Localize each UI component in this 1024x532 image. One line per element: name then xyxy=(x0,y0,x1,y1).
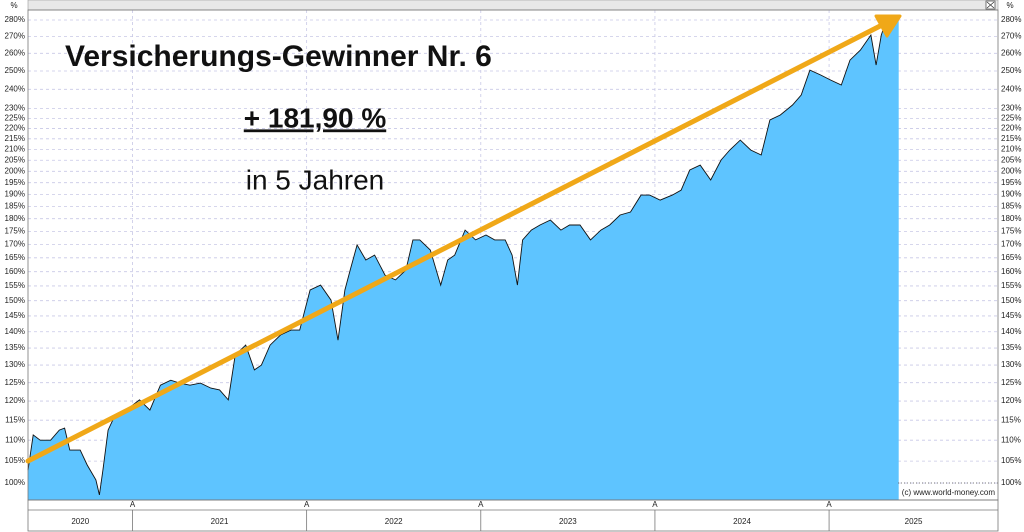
y-tick-label: 230% xyxy=(5,104,25,113)
area xyxy=(28,15,899,500)
y-tick-label: 100% xyxy=(5,478,25,487)
y-tick-label: 130% xyxy=(5,360,25,369)
x-tick-marker: A xyxy=(130,500,136,509)
y-tick-label-right: 270% xyxy=(1001,31,1021,40)
x-period-label: 2021 xyxy=(211,517,229,526)
y-unit-right: % xyxy=(1006,1,1013,10)
y-tick-label-right: 200% xyxy=(1001,166,1021,175)
x-period-label: 2022 xyxy=(385,517,403,526)
y-tick-label-right: 260% xyxy=(1001,48,1021,57)
y-tick-label: 160% xyxy=(5,267,25,276)
y-tick-label: 125% xyxy=(5,378,25,387)
y-tick-label: 175% xyxy=(5,226,25,235)
trend-line xyxy=(25,21,887,464)
y-tick-label: 190% xyxy=(5,190,25,199)
x-period-label: 2023 xyxy=(559,517,577,526)
close-icon[interactable] xyxy=(985,0,996,10)
x-period-label: 2024 xyxy=(733,517,751,526)
y-tick-label-right: 180% xyxy=(1001,214,1021,223)
y-tick-label: 110% xyxy=(5,435,25,444)
y-tick-label-right: 170% xyxy=(1001,240,1021,249)
annotation: in 5 Jahren xyxy=(246,164,385,195)
y-tick-label-right: 195% xyxy=(1001,178,1021,187)
y-unit-left: % xyxy=(10,1,17,10)
y-tick-label-right: 190% xyxy=(1001,190,1021,199)
x-period-label: 2025 xyxy=(905,517,923,526)
y-tick-label-right: 230% xyxy=(1001,104,1021,113)
y-tick-label-right: 120% xyxy=(1001,396,1021,405)
y-tick-label: 280% xyxy=(5,15,25,24)
y-tick-label-right: 110% xyxy=(1001,435,1021,444)
y-tick-label-right: 140% xyxy=(1001,327,1021,336)
y-tick-label-right: 250% xyxy=(1001,66,1021,75)
y-tick-label-right: 280% xyxy=(1001,15,1021,24)
y-tick-label-right: 150% xyxy=(1001,296,1021,305)
y-tick-label-right: 175% xyxy=(1001,226,1021,235)
top-bar xyxy=(27,0,999,11)
y-tick-label-right: 130% xyxy=(1001,360,1021,369)
y-tick-label-right: 160% xyxy=(1001,267,1021,276)
y-tick-label: 150% xyxy=(5,296,25,305)
y-tick-label-right: 105% xyxy=(1001,456,1021,465)
subtitle: + 181,90 % xyxy=(244,102,387,133)
y-tick-label: 155% xyxy=(5,281,25,290)
arrow-head xyxy=(874,14,902,38)
close-cross[interactable] xyxy=(986,1,995,9)
y-tick-label-right: 225% xyxy=(1001,113,1021,122)
y-tick-label: 115% xyxy=(5,415,25,424)
y-tick-label: 225% xyxy=(5,113,25,122)
y-tick-label: 200% xyxy=(5,166,25,175)
y-tick-label-right: 220% xyxy=(1001,124,1021,133)
y-tick-label: 205% xyxy=(5,155,25,164)
y-tick-label: 165% xyxy=(5,253,25,262)
y-tick-label-right: 100% xyxy=(1001,478,1021,487)
x-tick-marker: A xyxy=(478,500,484,509)
y-tick-label-right: 135% xyxy=(1001,343,1021,352)
y-tick-label-right: 145% xyxy=(1001,311,1021,320)
y-tick-label: 195% xyxy=(5,178,25,187)
y-tick-label: 120% xyxy=(5,396,25,405)
y-tick-label-right: 215% xyxy=(1001,134,1021,143)
y-tick-label: 220% xyxy=(5,124,25,133)
y-tick-label: 270% xyxy=(5,31,25,40)
y-tick-label: 185% xyxy=(5,201,25,210)
line xyxy=(27,14,899,496)
y-tick-label: 215% xyxy=(5,134,25,143)
y-tick-label-right: 115% xyxy=(1001,415,1021,424)
x-tick-marker: A xyxy=(826,500,832,509)
y-tick-label: 105% xyxy=(5,456,25,465)
y-tick-label: 170% xyxy=(5,240,25,249)
y-tick-label: 145% xyxy=(5,311,25,320)
y-tick-label: 250% xyxy=(5,66,25,75)
credit: (c) www.world-money.com xyxy=(902,488,996,497)
chart-title: Versicherungs-Gewinner Nr. 6 xyxy=(65,40,492,73)
y-tick-label: 260% xyxy=(5,48,25,57)
y-tick-label: 210% xyxy=(5,144,25,153)
y-tick-label-right: 210% xyxy=(1001,144,1021,153)
x-tick-marker: A xyxy=(652,500,658,509)
x-axis-frame xyxy=(27,499,999,532)
plot xyxy=(27,14,899,500)
x-period-label: 2020 xyxy=(71,517,89,526)
y-tick-label-right: 155% xyxy=(1001,281,1021,290)
y-tick-label-right: 205% xyxy=(1001,155,1021,164)
y-tick-label-right: 240% xyxy=(1001,84,1021,93)
y-tick-label-right: 165% xyxy=(1001,253,1021,262)
trend-arrow xyxy=(25,14,902,464)
y-tick-label-right: 185% xyxy=(1001,201,1021,210)
y-tick-label: 135% xyxy=(5,343,25,352)
x-tick-marker: A xyxy=(304,500,310,509)
y-tick-label: 180% xyxy=(5,214,25,223)
y-tick-label-right: 125% xyxy=(1001,378,1021,387)
y-tick-label: 240% xyxy=(5,84,25,93)
y-tick-label: 140% xyxy=(5,327,25,336)
